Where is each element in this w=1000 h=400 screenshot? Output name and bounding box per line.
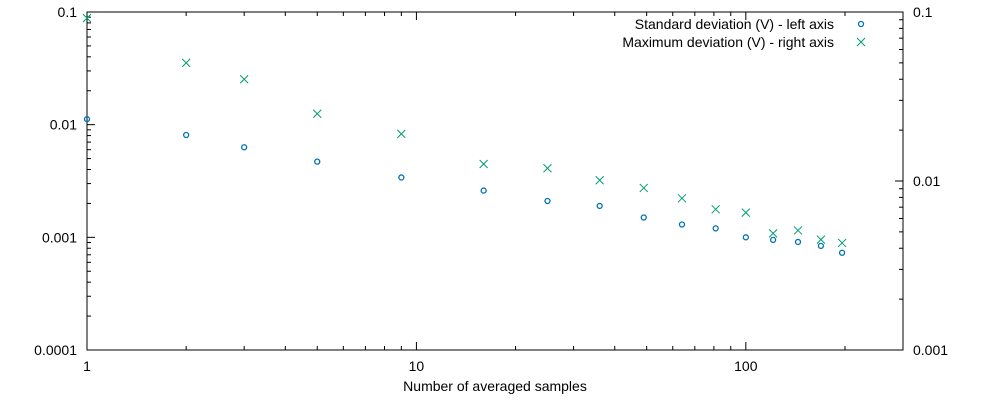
std-dev-point [640,214,647,221]
std-dev-point [83,115,91,123]
std-dev-point [742,234,749,241]
max-dev-point [711,204,721,214]
std-dev-point [314,158,321,165]
legend-label-std-dev: Standard deviation (V) - left axis [635,16,834,32]
axes [86,11,904,351]
tick-labels: 1 10 100 0.1 0.01 0.001 0.0001 0.1 0.01 0.001 [34,4,948,374]
legend-label-max-dev: Maximum deviation (V) - right axis [622,34,834,50]
max-dev-point [82,13,92,23]
std-dev-point [838,249,846,256]
x-tick-label: 100 [734,358,758,374]
y-tick-label-left: 0.01 [50,117,77,133]
y-tick-label-left: 0.1 [58,4,78,20]
data-points [82,13,847,256]
max-dev-point [239,74,249,84]
std-dev-point [794,238,802,246]
legend-marker-max-dev [856,37,866,47]
std-dev-point [480,187,487,194]
max-dev-point [793,226,803,235]
max-dev-point [677,193,687,203]
std-dev-point [241,144,248,151]
max-dev-point [639,183,649,193]
legend: Standard deviation (V) - left axis Maxim… [622,16,866,50]
y-tick-label-right: 0.1 [913,4,933,20]
max-dev-point [396,129,406,139]
y-tick-label-left: 0.0001 [34,342,77,358]
max-dev-point [837,238,847,248]
max-dev-point [595,175,605,185]
std-dev-point [183,131,190,139]
std-dev-point [712,225,719,232]
std-dev-point [769,236,777,243]
x-tick-label: 1 [83,358,91,374]
max-dev-point [543,163,552,173]
max-dev-point [479,159,489,169]
std-dev-point [596,202,603,210]
std-dev-point [398,174,405,181]
y-tick-label-left: 0.001 [42,229,77,245]
std-dev-point [678,221,686,228]
max-dev-point [768,229,778,238]
x-axis-label: Number of averaged samples [403,378,587,394]
std-dev-point [544,197,551,205]
y-tick-label-right: 0.001 [913,342,948,358]
legend-marker-std-dev [857,20,865,28]
max-dev-point [741,208,751,217]
y-tick-label-right: 0.01 [913,173,940,189]
x-tick-label: 10 [409,358,425,374]
plot-border [86,11,904,351]
max-dev-point [816,235,826,244]
std-dev-point [817,242,825,250]
max-dev-point [181,58,191,68]
max-dev-point [312,109,322,119]
